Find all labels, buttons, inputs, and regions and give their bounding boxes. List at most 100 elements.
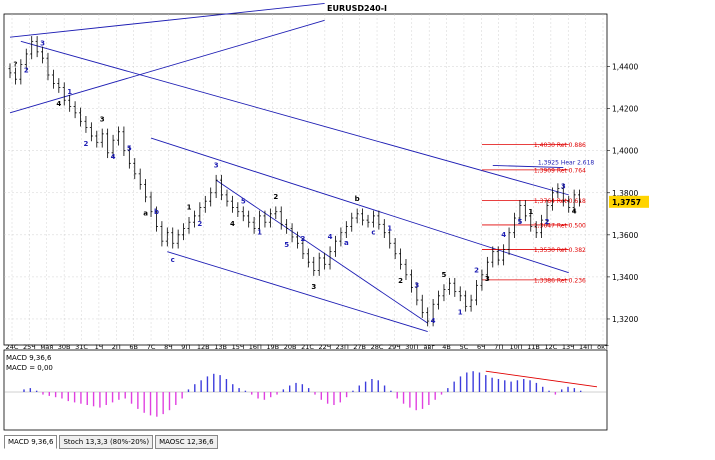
wave-label: 5	[241, 197, 246, 205]
trendline-upper-rising	[9, 3, 325, 38]
wave-label: 3	[100, 115, 105, 123]
fib-level-label: 1,3647 Ret 0.500	[534, 222, 586, 229]
x-tick-label: 14П	[579, 343, 592, 351]
x-tick-label: 27В	[353, 343, 366, 351]
wave-label: 3	[414, 281, 419, 289]
wave-label: 5	[517, 218, 522, 226]
wave-label: c	[371, 229, 375, 237]
y-tick-label: 1,3600	[612, 231, 638, 240]
wave-label: 2	[84, 140, 89, 148]
wave-label: a	[344, 239, 349, 247]
wave-label: 1	[528, 208, 533, 216]
wave-label: 1	[187, 204, 192, 212]
x-tick-label: 13Ч	[562, 343, 575, 351]
macd-legend-name: MACD 9,36,6	[6, 354, 52, 362]
x-tick-label: 30В	[58, 343, 71, 351]
macd-divergence-line	[485, 370, 598, 388]
x-tick-label: 7С	[147, 343, 156, 351]
candles	[8, 36, 582, 327]
x-tick-label: 5С	[460, 343, 469, 351]
wave-label: 3	[214, 162, 219, 170]
x-tick-label: 7П	[494, 343, 503, 351]
wave-label: c	[171, 256, 175, 264]
indicator-tabs: MACD 9,36,6 Stoch 13,3,3 (80%-20%) MAOSC…	[4, 435, 218, 449]
x-tick-label: 15Ч	[232, 343, 245, 351]
extension-line	[492, 164, 564, 168]
wave-label: 4	[328, 233, 333, 241]
wave-label: 2	[24, 67, 29, 75]
wave-label: a	[143, 210, 148, 218]
x-tick-label: 28С	[371, 343, 384, 351]
fib-level-label: 1,3530 Ret 0.382	[534, 247, 586, 254]
x-tick-label: 6В	[129, 343, 138, 351]
time-axis: 24С 25Ч мая 30В 31С 1Ч 2П 6В 7С 8Ч 9П 12В 13В 15Ч 16П 1…	[6, 343, 609, 351]
wave-label: 5	[442, 271, 447, 279]
x-tick-label: 4В	[442, 343, 451, 351]
y-tick-label: 1,4200	[612, 105, 638, 114]
x-tick-label: авг	[424, 343, 436, 351]
tab-maosc[interactable]: MAOSC 12,36,6	[155, 435, 218, 449]
fib-level-label: 1,3386 Ret 0.236	[534, 277, 586, 284]
fib-level-label: 1,3909 Ret 0.764	[534, 167, 586, 174]
fib-level-label: 1,4030 Ret 0.886	[534, 142, 586, 149]
x-tick-label: 2П	[112, 343, 121, 351]
wave-label: 4	[56, 100, 61, 108]
trendline-channel-top	[20, 40, 569, 196]
wave-label: 5	[127, 145, 132, 153]
x-tick-label: 20В	[284, 343, 297, 351]
trendline-channel-bottom	[167, 251, 428, 333]
wave-label: 4	[111, 153, 116, 161]
x-tick-label: 30П	[405, 343, 418, 351]
wave-label: 1	[458, 308, 463, 316]
fib-level-label: 1,3764 Ret 0.618	[534, 198, 586, 205]
tab-stoch[interactable]: Stoch 13,3,3 (80%-20%)	[59, 435, 154, 449]
wave-label: 5	[284, 241, 289, 249]
chart-title: EURUSD240-I	[327, 4, 387, 13]
y-tick-label: 1,4400	[612, 63, 638, 72]
x-tick-label: 13В	[214, 343, 227, 351]
wave-label: 2	[545, 218, 550, 226]
x-tick-label: 23П	[336, 343, 349, 351]
wave-label: 4	[501, 231, 506, 239]
wave-label: 2	[300, 235, 305, 243]
x-tick-label: 29Ч	[388, 343, 401, 351]
wave-label: 1	[257, 229, 262, 237]
x-tick-label: 24С	[6, 343, 19, 351]
x-tick-label: 9П	[181, 343, 190, 351]
x-tick-label: 19В	[266, 343, 279, 351]
current-price-label: 1,3757	[612, 198, 641, 207]
main-plot-frame	[3, 13, 608, 346]
x-tick-label: 12В	[197, 343, 210, 351]
x-tick-label: 21С	[301, 343, 314, 351]
wave-label: 1	[387, 225, 392, 233]
x-tick-label: окт	[597, 343, 609, 351]
wave-label: 2	[474, 267, 479, 275]
wave-label: 2	[273, 193, 278, 201]
wave-label: ?	[13, 61, 17, 69]
x-tick-label: 25Ч	[23, 343, 36, 351]
wave-label: 4	[230, 220, 235, 228]
macd-legend-value: MACD = 0,00	[6, 364, 53, 372]
wave-label: 3	[40, 40, 45, 48]
current-price-box	[609, 195, 649, 208]
x-tick-label: 12С	[544, 343, 557, 351]
macd-panel-frame	[3, 349, 608, 431]
x-tick-label: 11В	[527, 343, 540, 351]
wave-label: 2	[398, 277, 403, 285]
tab-macd[interactable]: MACD 9,36,6	[4, 435, 58, 449]
trendline-diagonal	[215, 179, 428, 324]
x-tick-label: 16П	[249, 343, 262, 351]
y-tick-label: 1,3200	[612, 315, 638, 324]
wave-label: b	[154, 208, 159, 216]
y-tick-label: 1,3800	[612, 189, 638, 198]
y-tick-label: 1,3400	[612, 273, 638, 282]
price-axis: 1,4400 1,4200 1,4000 1,3800 1,3600 1,3400 1,32…	[607, 63, 649, 324]
trendline-lower-rising	[9, 19, 325, 114]
wave-label: 3	[485, 275, 490, 283]
fib-levels: 1,4030 Ret 0.886 1,3909 Ret 0.764 1,3764 R…	[481, 142, 594, 284]
trendlines	[9, 3, 569, 333]
wave-label: 3	[561, 183, 566, 191]
